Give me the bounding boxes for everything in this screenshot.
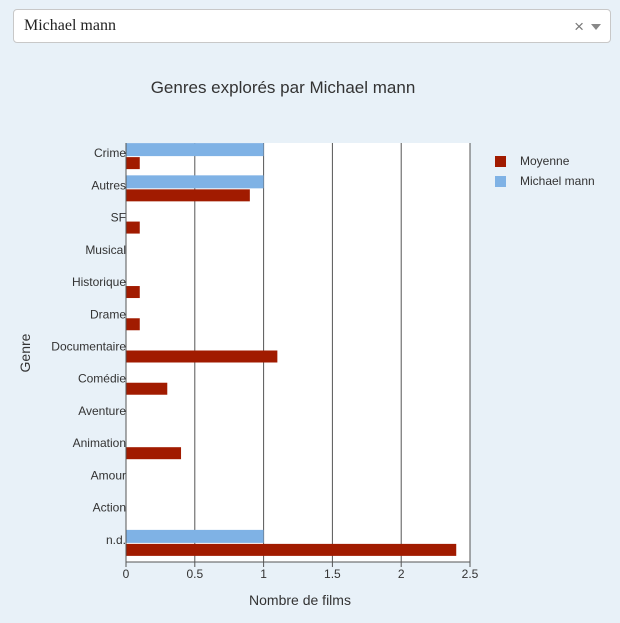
bar-moyenne [126, 189, 250, 202]
legend-item-director[interactable]: Michael mann [495, 171, 595, 191]
x-tick-label: 2 [398, 567, 405, 581]
bar-moyenne [126, 382, 168, 395]
legend-item-moyenne[interactable]: Moyenne [495, 151, 595, 171]
y-tick-label: Animation [73, 436, 126, 450]
y-tick-label: Action [93, 501, 126, 515]
legend-label-moyenne: Moyenne [520, 154, 570, 168]
bar-moyenne [126, 543, 457, 556]
y-tick-label: Crime [94, 146, 126, 160]
x-tick-label: 1 [260, 567, 267, 581]
y-tick-label: Drame [90, 307, 126, 321]
x-axis-title: Nombre de films [249, 592, 351, 608]
x-tick-label: 0.5 [186, 567, 203, 581]
chart-title: Genres explorés par Michael mann [150, 78, 416, 97]
y-tick-label: Amour [91, 468, 126, 482]
bar-moyenne [126, 221, 140, 234]
bar-moyenne [126, 157, 140, 170]
chevron-down-icon[interactable] [591, 24, 601, 30]
chart-legend: Moyenne Michael mann [495, 151, 595, 191]
y-tick-label: n.d. [106, 533, 126, 547]
y-tick-label: Aventure [78, 404, 126, 418]
legend-swatch-moyenne [495, 155, 506, 167]
bar-moyenne [126, 318, 140, 331]
bar-moyenne [126, 350, 278, 363]
director-select[interactable]: Michael mann × [13, 9, 611, 43]
y-tick-label: Autres [91, 178, 126, 192]
y-tick-label: SF [111, 211, 126, 225]
y-axis-title: Genre [17, 333, 33, 373]
director-select-value: Michael mann [24, 17, 116, 34]
bar-director [126, 143, 264, 157]
y-tick-label: Comédie [78, 372, 126, 386]
bar-moyenne [126, 286, 140, 299]
bar-director [126, 175, 264, 189]
bar-moyenne [126, 447, 182, 460]
bar-director [126, 529, 264, 543]
y-tick-label: Documentaire [51, 340, 126, 354]
x-tick-label: 1.5 [324, 567, 341, 581]
legend-swatch-director [495, 175, 506, 187]
x-tick-label: 0 [123, 567, 130, 581]
x-tick-label: 2.5 [462, 567, 479, 581]
clear-icon[interactable]: × [574, 17, 584, 36]
y-tick-label: Historique [72, 275, 126, 289]
y-tick-label: Musical [85, 243, 126, 257]
legend-label-director: Michael mann [520, 174, 595, 188]
